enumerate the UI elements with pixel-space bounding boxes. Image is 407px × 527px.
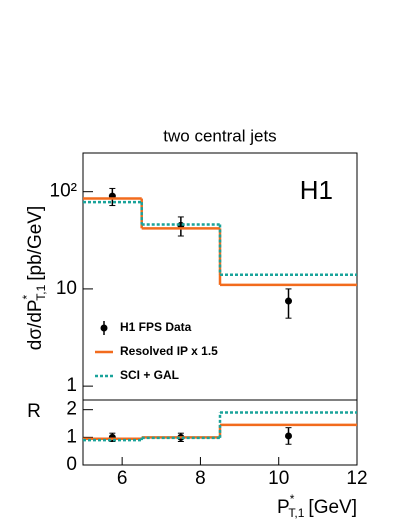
x-tick-label: 6 (117, 468, 128, 489)
annotation: H1 (300, 175, 333, 205)
y-label-sub: T,1 (34, 284, 48, 300)
x-tick-label: 12 (346, 468, 367, 489)
y-tick-label: 1 (66, 426, 77, 447)
x-axis-label: P* T,1 [GeV] (277, 492, 357, 520)
legend-label: H1 FPS Data (120, 320, 192, 334)
chart-title: two central jets (163, 126, 276, 145)
ratio-label: R (27, 401, 41, 422)
y-label-unit: [pb/GeV] (25, 206, 46, 281)
y-label-main: dσ/dP (25, 299, 46, 350)
x-label-main: P (277, 497, 290, 518)
legend-label: SCI + GAL (120, 368, 179, 382)
data-point (285, 432, 292, 440)
x-label-sup: * (290, 492, 295, 506)
data-point (285, 297, 292, 305)
y-label-sup: * (20, 294, 34, 299)
y-tick-label: 10² (50, 181, 77, 202)
y-tick-label: 0 (66, 454, 77, 475)
y-axis-label: dσ/dP*T,1 [pb/GeV] (20, 206, 48, 351)
y-tick-label: 2 (66, 399, 77, 420)
y-tick-label: 1 (66, 375, 77, 396)
x-label-unit: [GeV] (308, 497, 357, 518)
x-label-sub: T,1 (288, 506, 304, 520)
y-tick-label: 10 (56, 278, 77, 299)
plot-frame (82, 399, 358, 466)
x-tick-label: 10 (268, 468, 289, 489)
x-tick-label: 8 (195, 468, 206, 489)
legend-label: Resolved IP x 1.5 (120, 344, 218, 358)
legend-marker (100, 324, 108, 332)
